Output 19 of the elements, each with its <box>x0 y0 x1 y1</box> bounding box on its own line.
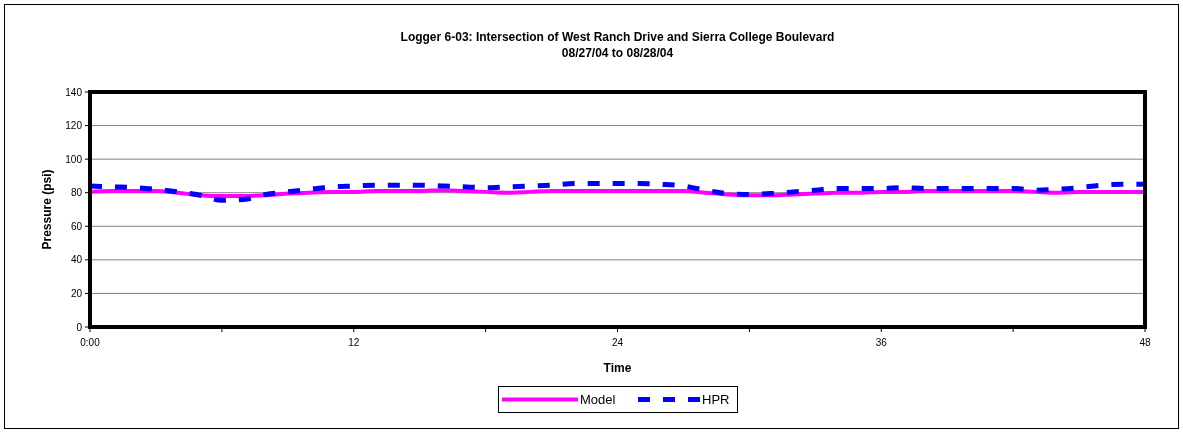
legend-label: HPR <box>702 392 730 408</box>
chart-subtitle: 08/27/04 to 08/28/04 <box>561 46 674 60</box>
legend-label: Model <box>580 392 616 408</box>
x-tick-label: 24 <box>611 337 624 348</box>
y-tick-label: 120 <box>65 120 83 132</box>
x-tick-label: 12 <box>348 337 360 348</box>
y-tick-label: 80 <box>70 187 83 199</box>
y-tick-label: 0 <box>76 321 83 333</box>
x-tick-label: 0:00 <box>80 337 101 348</box>
y-tick-label: 40 <box>70 254 83 266</box>
y-axis-title: Pressure (psi) <box>40 169 54 250</box>
y-tick-label: 60 <box>70 220 83 232</box>
y-tick-label: 100 <box>65 153 83 165</box>
x-tick-label: 36 <box>875 337 888 348</box>
x-tick-label: 48 <box>1139 337 1151 348</box>
y-tick-label: 140 <box>65 86 83 98</box>
chart-title: Logger 6-03: Intersection of West Ranch Drive and Sierra College Boulevard <box>400 30 835 44</box>
x-axis-title: Time <box>603 361 632 375</box>
y-tick-label: 20 <box>70 287 83 299</box>
